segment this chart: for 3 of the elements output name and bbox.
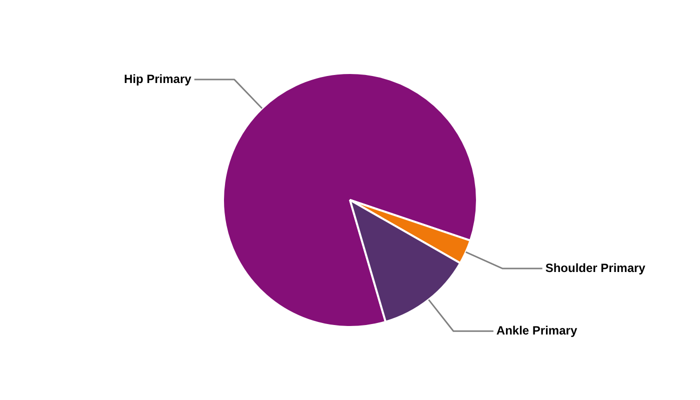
slice-label: Shoulder Primary bbox=[545, 260, 646, 275]
slice-label: Ankle Primary bbox=[496, 323, 578, 338]
slice-label: Hip Primary bbox=[124, 72, 192, 86]
